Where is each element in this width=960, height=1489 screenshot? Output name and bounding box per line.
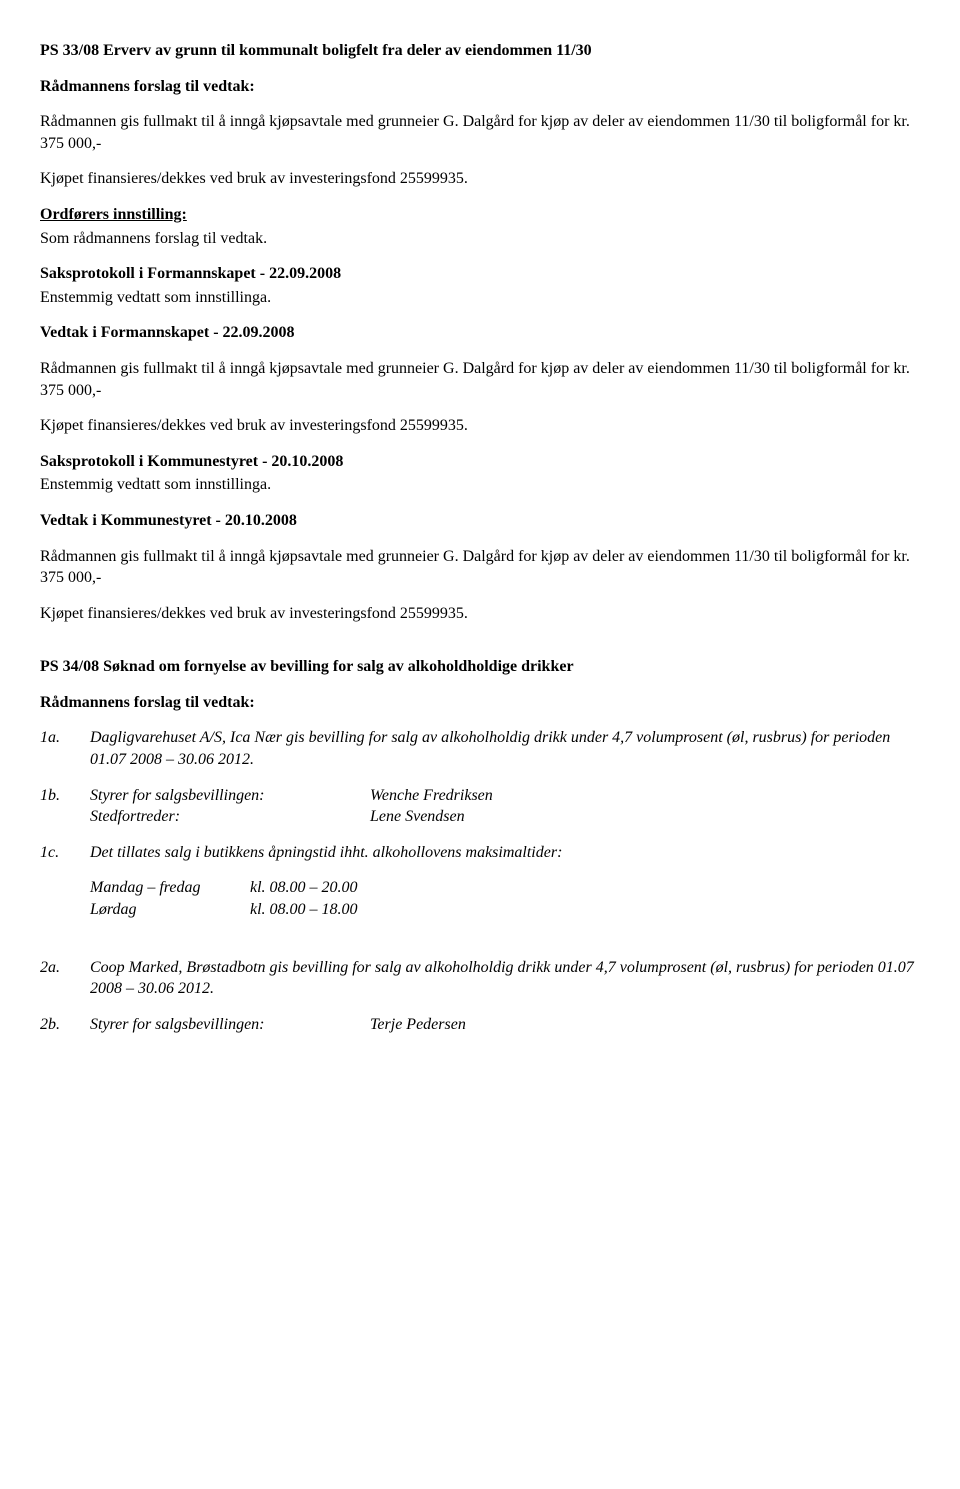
enstemmig-text: Enstemmig vedtatt som innstillinga. [40, 474, 920, 496]
heading-ps34: PS 34/08 Søknad om fornyelse av bevillin… [40, 656, 920, 678]
list-item-1c: 1c. Det tillates salg i butikkens åpning… [40, 842, 920, 864]
time-value: kl. 08.00 – 20.00 [250, 877, 920, 899]
label-styrer-2: Styrer for salgsbevillingen: [90, 1014, 370, 1036]
saksprotokoll-kommunestyret: Saksprotokoll i Kommunestyret - 20.10.20… [40, 451, 920, 473]
label-styrer: Styrer for salgsbevillingen: [90, 785, 370, 807]
time-value: kl. 08.00 – 18.00 [250, 899, 920, 921]
value-stedfortreder: Lene Svendsen [370, 806, 920, 828]
time-label: Mandag – fredag [90, 877, 250, 899]
ordforer-innstilling-text: Som rådmannens forslag til vedtak. [40, 228, 920, 250]
list-item-1a: 1a. Dagligvarehuset A/S, Ica Nær gis bev… [40, 727, 920, 770]
vedtak-kommunestyret: Vedtak i Kommunestyret - 20.10.2008 [40, 510, 920, 532]
radmann-forslag-label-2: Rådmannens forslag til vedtak: [40, 692, 920, 714]
time-row: Lørdag kl. 08.00 – 18.00 [90, 899, 920, 921]
list-number: 1a. [40, 727, 90, 770]
paragraph: Rådmannen gis fullmakt til å inngå kjøps… [40, 546, 920, 589]
list-number: 1b. [40, 785, 90, 828]
ordforer-innstilling-label: Ordførers innstilling: [40, 204, 920, 226]
enstemmig-text: Enstemmig vedtatt som innstillinga. [40, 287, 920, 309]
list-number: 2a. [40, 957, 90, 1000]
list-number: 2b. [40, 1014, 90, 1036]
time-row: Mandag – fredag kl. 08.00 – 20.00 [90, 877, 920, 899]
time-label: Lørdag [90, 899, 250, 921]
heading-ps33: PS 33/08 Erverv av grunn til kommunalt b… [40, 40, 920, 62]
paragraph: Kjøpet finansieres/dekkes ved bruk av in… [40, 603, 920, 625]
list-text: Coop Marked, Brøstadbotn gis bevilling f… [90, 957, 920, 1000]
list-item-2a: 2a. Coop Marked, Brøstadbotn gis bevilli… [40, 957, 920, 1000]
value-styrer: Wenche Fredriksen [370, 785, 920, 807]
vedtak-formannskapet: Vedtak i Formannskapet - 22.09.2008 [40, 322, 920, 344]
list-text: Dagligvarehuset A/S, Ica Nær gis bevilli… [90, 727, 920, 770]
saksprotokoll-formannskapet: Saksprotokoll i Formannskapet - 22.09.20… [40, 263, 920, 285]
paragraph: Rådmannen gis fullmakt til å inngå kjøps… [40, 358, 920, 401]
label-stedfortreder: Stedfortreder: [90, 806, 370, 828]
list-text: Det tillates salg i butikkens åpningstid… [90, 842, 920, 864]
paragraph: Kjøpet finansieres/dekkes ved bruk av in… [40, 415, 920, 437]
radmann-forslag-label: Rådmannens forslag til vedtak: [40, 76, 920, 98]
list-item-1b: 1b. Styrer for salgsbevillingen: Wenche … [40, 785, 920, 828]
list-number: 1c. [40, 842, 90, 864]
value-styrer-2: Terje Pedersen [370, 1014, 920, 1036]
paragraph: Rådmannen gis fullmakt til å inngå kjøps… [40, 111, 920, 154]
list-item-2b: 2b. Styrer for salgsbevillingen: Terje P… [40, 1014, 920, 1036]
paragraph: Kjøpet finansieres/dekkes ved bruk av in… [40, 168, 920, 190]
